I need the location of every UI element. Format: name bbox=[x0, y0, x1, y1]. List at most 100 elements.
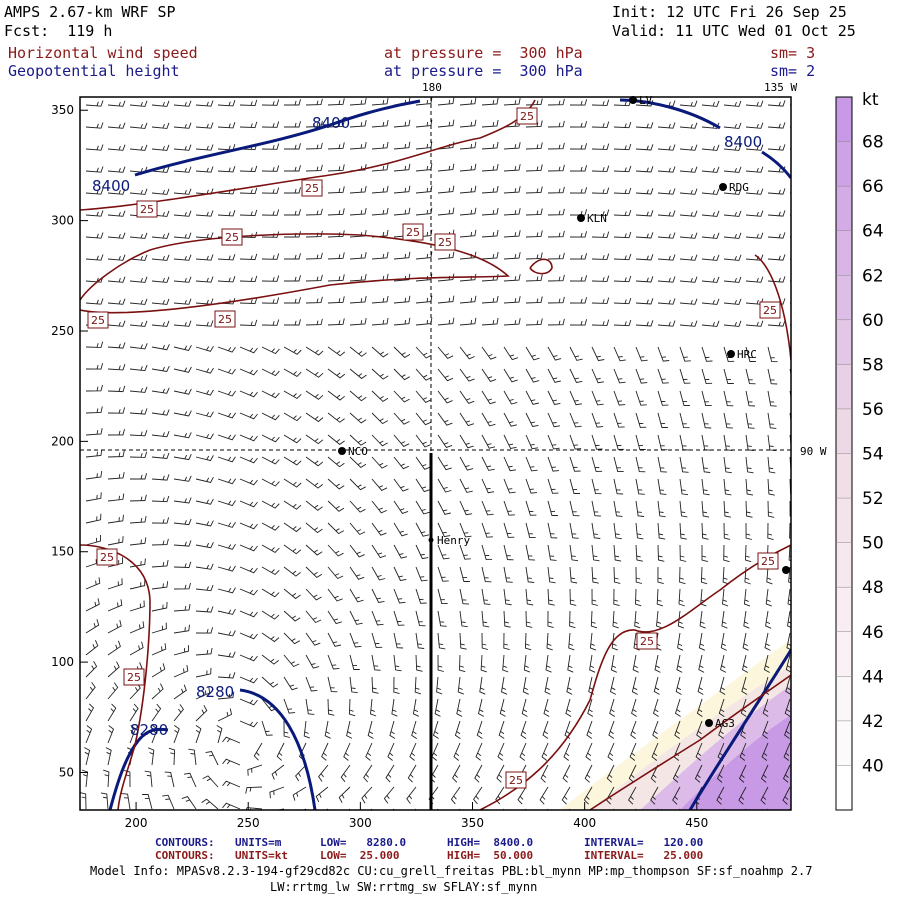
wind-barb bbox=[458, 808, 461, 810]
wind-barb bbox=[569, 99, 588, 106]
wind-barb bbox=[679, 566, 686, 585]
wind-barb bbox=[677, 632, 684, 651]
wind-barb bbox=[305, 434, 324, 445]
wind-barb bbox=[477, 698, 485, 717]
wind-barb bbox=[563, 742, 571, 761]
wind-barb bbox=[173, 582, 191, 590]
wind-barb bbox=[371, 207, 389, 216]
wind-barb bbox=[261, 390, 280, 399]
wind-barb bbox=[205, 750, 219, 766]
wind-barb bbox=[503, 164, 521, 172]
wind-barb bbox=[678, 588, 685, 607]
wind-barb bbox=[481, 588, 491, 605]
footer-row1-title: CONTOURS: bbox=[155, 836, 215, 849]
wind-barb bbox=[634, 808, 637, 810]
wind-barb bbox=[613, 390, 626, 406]
wind-barb bbox=[173, 188, 192, 195]
wind-barb bbox=[789, 280, 791, 282]
wind-barb bbox=[459, 346, 475, 360]
wind-barb bbox=[679, 478, 689, 496]
wind-barb bbox=[503, 346, 519, 361]
wind-barb bbox=[701, 210, 720, 217]
wind-barb bbox=[239, 720, 258, 728]
wind-barb bbox=[767, 210, 786, 217]
wind-barb bbox=[415, 412, 432, 426]
wind-barb bbox=[760, 764, 769, 783]
wind-barb bbox=[481, 456, 495, 471]
wind-barb bbox=[436, 676, 443, 695]
wind-barb bbox=[569, 187, 588, 194]
speed-contours bbox=[80, 99, 791, 810]
wind-barb bbox=[764, 632, 771, 651]
wind-barb bbox=[657, 522, 666, 540]
wind-barb bbox=[628, 764, 637, 783]
wind-barb bbox=[745, 210, 764, 217]
wind-barb bbox=[349, 208, 367, 216]
wind-barb bbox=[525, 164, 543, 172]
wind-barb bbox=[437, 434, 453, 448]
wind-barb bbox=[503, 522, 515, 538]
wind-barb bbox=[745, 434, 755, 451]
wind-barb bbox=[107, 385, 126, 393]
wind-barb bbox=[217, 630, 236, 637]
wind-barb bbox=[283, 698, 296, 714]
wind-barb bbox=[217, 100, 236, 107]
wind-barb bbox=[697, 676, 704, 695]
wind-barb bbox=[284, 253, 301, 260]
wind-barb bbox=[745, 188, 764, 195]
wind-barb bbox=[761, 742, 769, 761]
model-info-line2: LW:rrtmg_lw SW:rrtmg_sw SFLAY:sf_mynn bbox=[270, 880, 538, 894]
wind-barb bbox=[327, 632, 341, 647]
wind-barb bbox=[701, 144, 720, 151]
wind-barb bbox=[503, 500, 515, 516]
wind-barb bbox=[107, 472, 125, 480]
speed-contour-lower bbox=[479, 544, 791, 810]
wind-barb bbox=[327, 588, 343, 602]
wind-barb bbox=[129, 494, 147, 502]
wind-barb bbox=[679, 254, 698, 261]
wind-barb bbox=[723, 122, 742, 129]
wind-barb bbox=[635, 346, 648, 362]
wind-barb bbox=[437, 368, 454, 382]
wind-barb bbox=[547, 164, 565, 172]
colorbar-swatch bbox=[836, 631, 852, 677]
wind-barb bbox=[765, 610, 772, 629]
wind-barb bbox=[786, 610, 791, 628]
wind-barb bbox=[544, 676, 551, 695]
wind-barb bbox=[305, 142, 323, 150]
wind-barb bbox=[723, 210, 742, 217]
wind-barb bbox=[656, 588, 664, 607]
wind-barb bbox=[327, 412, 345, 423]
wind-barb bbox=[474, 764, 483, 783]
wind-barb bbox=[415, 588, 427, 604]
wind-barb bbox=[283, 632, 301, 645]
speed-label: 25 bbox=[438, 236, 452, 249]
wind-barb bbox=[547, 318, 565, 326]
wind-barb bbox=[367, 720, 374, 739]
colorbar-label: 40 bbox=[862, 756, 884, 776]
wind-barb bbox=[173, 210, 192, 217]
wind-barb bbox=[283, 544, 302, 555]
wind-barb bbox=[525, 274, 543, 282]
wind-barb bbox=[503, 98, 521, 106]
wind-barb bbox=[767, 276, 786, 283]
wind-barb bbox=[151, 254, 170, 261]
wind-barb bbox=[481, 368, 497, 382]
colorbar-swatch bbox=[836, 97, 852, 143]
wind-barb bbox=[129, 579, 146, 590]
wind-barb bbox=[283, 346, 302, 355]
wind-barb bbox=[613, 209, 632, 217]
wind-barb bbox=[283, 610, 301, 622]
wind-barb bbox=[547, 544, 557, 561]
wind-barb bbox=[722, 566, 729, 585]
wind-barb bbox=[701, 298, 720, 305]
wind-barb bbox=[217, 565, 236, 572]
wind-barb bbox=[349, 390, 367, 402]
wind-barb bbox=[415, 163, 433, 172]
colorbar-label: 44 bbox=[862, 667, 884, 687]
wind-barb bbox=[789, 170, 791, 172]
wind-barb bbox=[283, 434, 302, 444]
footer-row2-units: UNITS=kt bbox=[235, 849, 288, 862]
wind-barb bbox=[107, 122, 126, 129]
wind-barb bbox=[459, 317, 477, 326]
